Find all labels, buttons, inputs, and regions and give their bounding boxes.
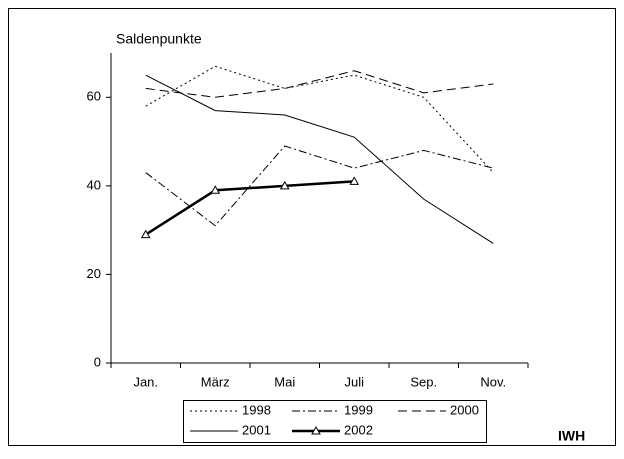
point-marker: [349, 176, 360, 185]
x-tick-label: Nov.: [480, 374, 506, 389]
legend-label: 1999: [344, 402, 373, 417]
y-tick-label: 0: [94, 354, 101, 369]
source-label: IWH: [558, 428, 585, 444]
frame: [8, 8, 616, 446]
point-marker: [279, 180, 290, 190]
y-tick-label: 20: [87, 266, 101, 281]
legend-label: 2002: [344, 422, 373, 437]
x-tick-label: März: [201, 374, 230, 389]
x-tick-label: Mai: [274, 374, 295, 389]
y-tick-label: 40: [87, 177, 101, 192]
series-line: [145, 74, 494, 244]
y-tick-label: 60: [87, 89, 101, 104]
legend-marker: [311, 425, 321, 435]
x-tick-label: Jan.: [133, 374, 158, 389]
x-tick-label: Sep.: [410, 374, 437, 389]
series-line: [145, 70, 494, 98]
y-axis-label: Saldenpunkte: [116, 31, 202, 47]
series-line: [145, 180, 355, 236]
legend-box: [183, 400, 487, 443]
legend-label: 2001: [242, 422, 271, 437]
legend-label: 1998: [242, 402, 271, 417]
point-marker: [140, 229, 151, 239]
legend-label: 2000: [450, 402, 479, 417]
series-line: [145, 145, 494, 227]
point-marker: [210, 185, 221, 194]
x-tick-label: Juli: [344, 374, 364, 389]
series-line: [145, 65, 494, 173]
